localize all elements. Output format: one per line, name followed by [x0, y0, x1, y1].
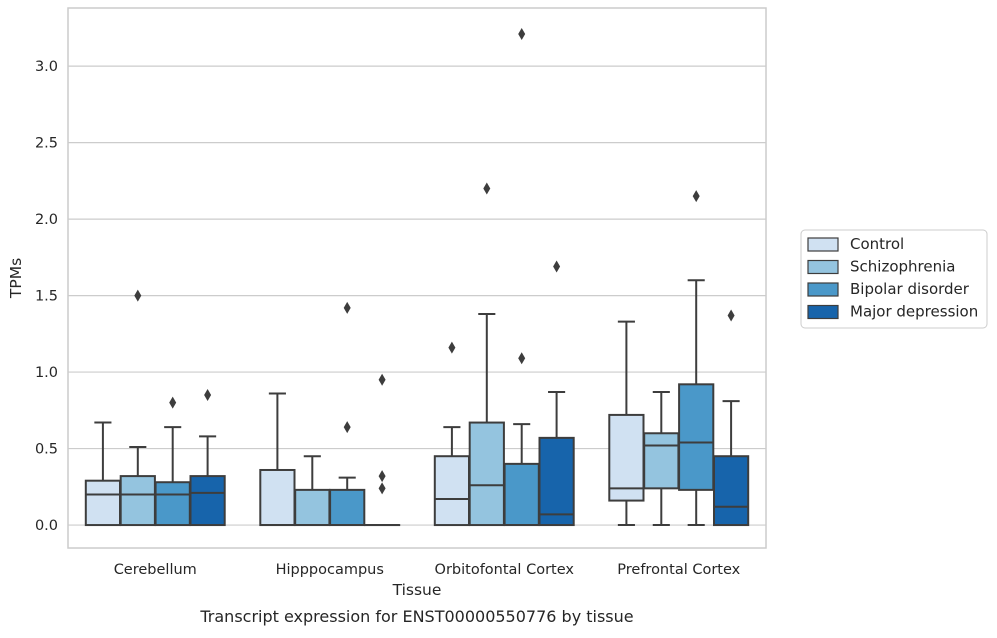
- box-2-4: [644, 392, 678, 525]
- box-4-2: [365, 374, 399, 525]
- box-3-2: [330, 302, 364, 525]
- box-1-4: [609, 322, 643, 525]
- box-2-3: [470, 183, 504, 526]
- x-tick-label: Prefrontal Cortex: [617, 562, 740, 578]
- box-body: [86, 481, 120, 525]
- box-2-1: [121, 290, 155, 525]
- outlier-point: [134, 290, 141, 302]
- box-body: [330, 490, 364, 525]
- legend-label: Schizophrenia: [850, 258, 955, 276]
- legend-swatch: [808, 306, 838, 319]
- box-body: [156, 482, 190, 525]
- box-4-3: [539, 261, 573, 526]
- box-body: [644, 433, 678, 488]
- x-axis-label: Tissue: [392, 581, 442, 599]
- outlier-point: [553, 261, 560, 273]
- box-body: [539, 438, 573, 525]
- box-4-4: [714, 309, 748, 525]
- outlier-point: [693, 190, 700, 202]
- y-tick-label: 1.0: [35, 365, 58, 381]
- box-body: [714, 456, 748, 525]
- box-body: [121, 476, 155, 525]
- outlier-point: [728, 309, 735, 321]
- box-body: [190, 476, 224, 525]
- x-tick-label: Hipppocampus: [276, 562, 384, 578]
- box-body: [260, 470, 294, 525]
- y-axis-label: TPMs: [7, 258, 25, 299]
- outlier-point: [344, 302, 351, 314]
- y-ticks: 0.0 0.5 1.0 1.5 2.0 2.5 3.0: [35, 59, 58, 534]
- box-3-1: [156, 397, 190, 525]
- y-tick-label: 1.5: [35, 289, 58, 305]
- box-3-4: [679, 190, 713, 525]
- box-1-2: [260, 393, 294, 525]
- legend-label: Bipolar disorder: [850, 280, 970, 298]
- y-tick-label: 2.5: [35, 136, 58, 152]
- box-body: [505, 464, 539, 525]
- legend-swatch: [808, 261, 838, 274]
- x-tick-label: Cerebellum: [114, 562, 197, 578]
- outlier-point: [518, 352, 525, 364]
- box-3-3: [505, 28, 539, 525]
- box-2-2: [295, 456, 329, 525]
- x-tick-label: Orbitofontal Cortex: [435, 562, 575, 578]
- outlier-point: [204, 389, 211, 401]
- box-4-1: [190, 389, 224, 525]
- box-1-3: [435, 342, 469, 525]
- box-body: [470, 423, 504, 525]
- outlier-point: [379, 374, 386, 386]
- outlier-point: [379, 482, 386, 494]
- chart-caption: Transcript expression for ENST0000055077…: [199, 607, 633, 626]
- legend-label: Major depression: [850, 303, 978, 321]
- legend-label: Control: [850, 235, 904, 253]
- legend-swatch: [808, 283, 838, 296]
- box-1-1: [86, 423, 120, 525]
- y-tick-label: 0.0: [35, 518, 58, 534]
- boxes: [86, 28, 748, 525]
- box-body: [435, 456, 469, 525]
- legend: Control Schizophrenia Bipolar disorder Majo…: [801, 230, 987, 328]
- outlier-point: [379, 470, 386, 482]
- y-tick-label: 3.0: [35, 59, 58, 75]
- box-body: [295, 490, 329, 525]
- y-tick-label: 2.0: [35, 212, 58, 228]
- y-tick-label: 0.5: [35, 442, 58, 458]
- box-body: [679, 384, 713, 490]
- outlier-point: [483, 183, 490, 195]
- legend-swatch: [808, 238, 838, 251]
- outlier-point: [169, 397, 176, 409]
- outlier-point: [344, 421, 351, 433]
- outlier-point: [518, 28, 525, 40]
- x-ticks: Cerebellum Hipppocampus Orbitofontal Corte…: [114, 562, 741, 578]
- outlier-point: [448, 342, 455, 354]
